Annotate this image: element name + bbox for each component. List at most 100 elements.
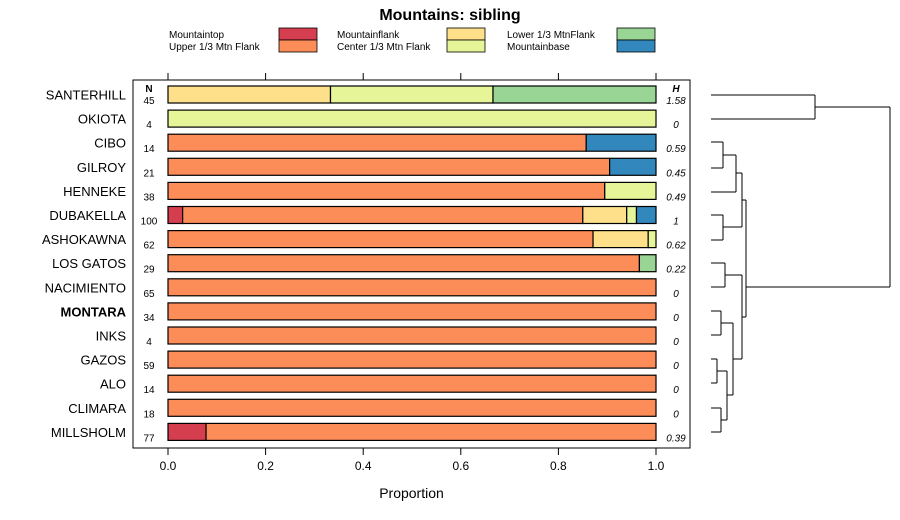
h-value: 0 [673, 289, 679, 300]
x-axis-label: Proportion [379, 485, 444, 501]
category-label: CIBO [94, 136, 126, 151]
h-value: 0.39 [666, 433, 686, 444]
legend-label: Upper 1/3 Mtn Flank [169, 42, 261, 53]
dendrogram-link [711, 310, 722, 336]
n-value: 34 [143, 313, 155, 324]
bar-segment [167, 374, 657, 393]
dendrogram-link [711, 262, 726, 288]
bar-segment [167, 181, 606, 200]
bar-segment [647, 230, 657, 249]
category-label: INKS [96, 329, 127, 344]
x-tick-label: 0.4 [355, 459, 372, 473]
h-value: 0.45 [666, 168, 686, 179]
n-value: 62 [143, 241, 155, 252]
n-value: 14 [143, 144, 155, 155]
n-value: 100 [141, 217, 158, 228]
h-value: 0 [673, 337, 679, 348]
legend-swatch [446, 39, 486, 53]
legend-label: Mountainflank [337, 30, 400, 41]
x-tick-label: 0.0 [160, 459, 177, 473]
h-value: 0 [673, 120, 679, 131]
bar-segment [167, 326, 657, 345]
bar-segment [167, 205, 184, 225]
bar-segment [582, 205, 628, 225]
n-value: 4 [146, 337, 152, 348]
bar-segment [329, 85, 494, 104]
bar-segment [626, 205, 638, 225]
bar-segment [167, 230, 594, 249]
n-value: 18 [143, 409, 155, 420]
legend-swatch [616, 27, 656, 41]
bar-segment [585, 133, 657, 152]
n-value: 29 [143, 265, 155, 276]
n-value: 77 [143, 433, 155, 444]
legend-swatch [278, 39, 318, 53]
n-value: 65 [143, 289, 155, 300]
n-value: 38 [143, 192, 155, 203]
category-label: GILROY [77, 160, 126, 175]
dendrogram-link [723, 172, 743, 228]
h-value: 1.58 [666, 96, 686, 107]
bar-segment [592, 230, 649, 249]
x-tick-label: 0.8 [550, 459, 567, 473]
h-value: 0.59 [666, 144, 686, 155]
h-value: 0 [673, 313, 679, 324]
h-value: 0.62 [666, 241, 686, 252]
bar-segment [167, 302, 657, 321]
dendrogram [711, 94, 891, 433]
bar-segment [182, 205, 584, 225]
h-value: 0 [673, 385, 679, 396]
bar-segment [167, 422, 207, 441]
bar-segment [638, 254, 657, 273]
bar-segment [492, 85, 657, 104]
dendrogram-link [711, 214, 724, 241]
dendrogram-link [746, 106, 891, 288]
n-value: 4 [146, 120, 152, 131]
legend-swatch [278, 27, 318, 41]
bar-segment [167, 398, 657, 417]
category-label: MILLSHOLM [51, 425, 126, 440]
category-label: GAZOS [80, 353, 126, 368]
dendrogram-link [711, 407, 722, 433]
category-label: SANTERHILL [46, 88, 126, 103]
category-label: LOS GATOS [52, 256, 126, 271]
legend-label: Mountainbase [507, 42, 570, 53]
category-label: HENNEKE [63, 184, 126, 199]
chart-title: Mountains: sibling [379, 7, 520, 24]
n-value: 45 [143, 96, 155, 107]
x-tick-label: 0.2 [257, 459, 274, 473]
dendrogram-link [742, 199, 747, 318]
category-label: CLIMARA [68, 401, 126, 416]
category-label: OKIOTA [78, 112, 126, 127]
legend-swatch [616, 39, 656, 53]
x-axis: 0.0 0.2 0.4 0.6 0.8 1.0 [160, 73, 665, 473]
category-label: ASHOKAWNA [42, 232, 126, 247]
n-value: 14 [143, 385, 155, 396]
category-label: DUBAKELLA [49, 208, 126, 223]
bar-segment [205, 422, 657, 441]
category-label: NACIMIENTO [45, 280, 126, 295]
h-value: 0 [673, 361, 679, 372]
plot-frame [132, 79, 691, 449]
bar-segment [167, 278, 657, 297]
h-value: 0 [673, 409, 679, 420]
legend-swatch [446, 27, 486, 41]
dendrogram-link [711, 94, 816, 120]
legend-label: Lower 1/3 MtnFlank [507, 30, 596, 41]
h-value: 1 [673, 217, 679, 228]
n-value: 21 [143, 168, 155, 179]
bar-segment [167, 109, 657, 128]
n-value: 59 [143, 361, 155, 372]
legend-label: Mountaintop [169, 30, 224, 41]
x-tick-label: 0.6 [452, 459, 469, 473]
bar-segment [167, 133, 587, 152]
legend-label: Center 1/3 Mtn Flank [337, 42, 431, 53]
dendrogram-link [711, 141, 724, 169]
h-value: 0.22 [666, 265, 686, 276]
bar-segment [167, 85, 332, 104]
n-column-header: N [145, 84, 152, 95]
h-value: 0.49 [666, 192, 686, 203]
